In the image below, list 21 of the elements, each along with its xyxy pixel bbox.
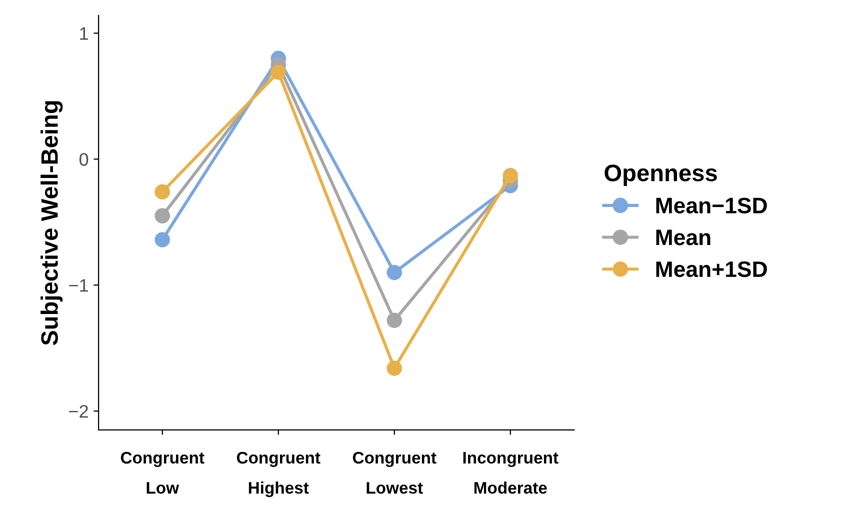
point xyxy=(386,360,402,376)
y-tick-label: 0 xyxy=(79,153,88,166)
y-tick-label: −1 xyxy=(69,279,88,292)
y-axis-title: Subjective Well-Being xyxy=(40,101,63,346)
x-tick-label: Congruent Highest xyxy=(236,452,320,498)
legend-label: Mean+1SD xyxy=(656,261,767,278)
y-tick-label: 1 xyxy=(80,27,88,40)
point xyxy=(502,168,518,184)
legend-label: Mean−1SD xyxy=(656,198,767,214)
x-tick-label: Congruent Lowest xyxy=(352,452,436,494)
x-tick-label: Congruent Low xyxy=(120,452,204,494)
legend-label: Mean xyxy=(656,230,710,246)
x-tick-label: Incongruent Moderate xyxy=(463,452,558,494)
y-tick-label: −2 xyxy=(69,404,88,418)
point xyxy=(154,208,170,224)
point xyxy=(154,232,170,248)
point xyxy=(386,264,402,280)
point xyxy=(270,64,286,80)
point xyxy=(154,184,170,200)
legend-title: Openness xyxy=(604,164,717,186)
point xyxy=(386,312,402,328)
